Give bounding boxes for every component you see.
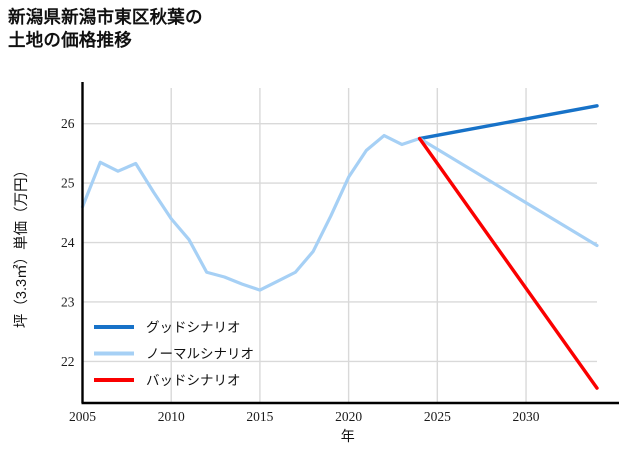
y-tick-label: 22	[61, 354, 75, 369]
y-tick-label: 25	[61, 176, 75, 191]
series-line-2	[417, 136, 599, 248]
y-tick-label: 26	[61, 116, 75, 131]
legend-label-0: グッドシナリオ	[146, 320, 241, 335]
tick-labels: 2005 2010 2015 2020 2025 2030 22 23 24 25 26	[61, 116, 540, 424]
x-tick-label: 2015	[246, 409, 273, 424]
legend-label-2: バッドシナリオ	[146, 373, 241, 388]
x-tick-label: 2020	[335, 409, 362, 424]
series-line-1	[417, 104, 599, 141]
x-tick-label: 2025	[424, 409, 451, 424]
y-tick-label: 23	[61, 294, 75, 309]
x-axis-title: 年	[341, 428, 355, 444]
gridlines	[82, 88, 597, 403]
chart-title: 新潟県新潟市東区秋葉の 土地の価格推移	[8, 6, 438, 52]
x-tick-label: 2030	[513, 409, 540, 424]
y-tick-label: 24	[61, 235, 75, 250]
y-axis-title: 坪（3.3㎡）単価（万円）	[13, 163, 30, 328]
axis-lines	[81, 82, 619, 405]
chart-title-line-1: 新潟県新潟市東区秋葉の	[8, 7, 203, 27]
legend-label-1: ノーマルシナリオ	[146, 347, 254, 362]
series-line-3	[417, 136, 599, 390]
x-tick-label: 2005	[69, 409, 96, 424]
series-line-0	[80, 133, 422, 292]
chart-title-line-2: 土地の価格推移	[8, 30, 132, 51]
series-lines	[80, 104, 599, 390]
x-tick-label: 2010	[158, 409, 185, 424]
